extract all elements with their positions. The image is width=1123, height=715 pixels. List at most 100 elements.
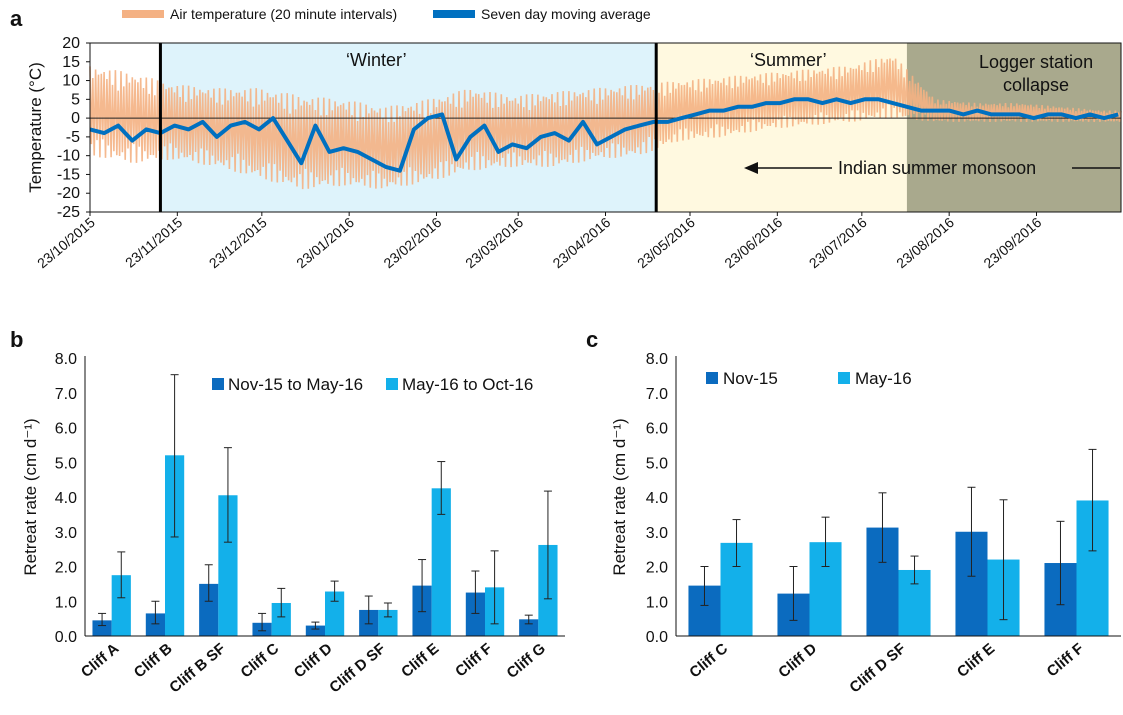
phase-region-3 xyxy=(906,43,1121,212)
error-bars xyxy=(700,448,1097,621)
bar xyxy=(271,602,291,636)
y-axis: 20 15 105 0 -5 -10-15 -20 -25 xyxy=(57,35,90,221)
legend-label-may16-oct16: May-16 to Oct-16 xyxy=(402,375,533,394)
category-label: Cliff D SF xyxy=(846,640,909,696)
x-tick-label: 23/01/2016 xyxy=(293,214,357,271)
bar xyxy=(305,625,325,636)
y-tick-label: 7.0 xyxy=(646,386,668,403)
y-axis-title: Temperature (°C) xyxy=(26,62,45,193)
category-label: Cliff E xyxy=(954,640,998,681)
bar xyxy=(325,591,345,636)
x-tick-label: 23/04/2016 xyxy=(549,214,613,271)
bars xyxy=(688,500,1109,636)
y-tick-label: 2.0 xyxy=(646,560,668,577)
x-tick-label: 23/07/2016 xyxy=(806,214,870,271)
y-tick-label: 15 xyxy=(62,54,80,71)
x-axis: Cliff C Cliff D Cliff D SF Cliff E Cliff F xyxy=(686,640,1087,697)
panel-label-b: b xyxy=(10,327,23,352)
monsoon-annotation: Indian summer monsoon xyxy=(744,158,1120,178)
x-tick-label: 23/09/2016 xyxy=(980,214,1044,271)
y-tick-label: 20 xyxy=(62,35,80,52)
y-tick-label: 6.0 xyxy=(55,421,77,438)
air-temperature-series xyxy=(89,58,1122,190)
y-tick-label: 5.0 xyxy=(55,455,77,472)
y-tick-label: 5 xyxy=(71,91,80,108)
panel-label-c: c xyxy=(586,327,598,352)
x-axis: 23/10/2015 23/11/2015 23/12/2015 23/01/2016… xyxy=(34,212,1045,271)
category-label: Cliff G xyxy=(504,640,549,682)
y-tick-label: -20 xyxy=(57,185,80,202)
legend: Nov-15 to May-16 May-16 to Oct-16 xyxy=(212,375,533,394)
bar xyxy=(145,613,165,636)
category-label: Cliff C xyxy=(686,640,731,682)
moving-average-series xyxy=(89,97,1119,173)
category-label: Cliff F xyxy=(1044,640,1087,680)
x-tick-label: 23/11/2015 xyxy=(122,214,185,271)
legend-swatch-air xyxy=(122,10,164,18)
bar xyxy=(465,592,485,636)
x-tick-label: 23/10/2015 xyxy=(34,214,98,271)
bar xyxy=(111,575,131,636)
x-tick-label: 23/02/2016 xyxy=(380,214,444,271)
legend-label-average: Seven day moving average xyxy=(481,6,651,22)
category-label: Cliff F xyxy=(452,640,495,680)
temperature-chart: 20 15 105 0 -5 -10-15 -20 -25 23/10/2015 23/11/2… xyxy=(26,6,1122,271)
region-label-collapse-line2: collapse xyxy=(1003,75,1069,95)
category-label: Cliff A xyxy=(78,640,122,681)
legend-label-may16: May-16 xyxy=(855,369,912,388)
legend-swatch-may16-oct16 xyxy=(386,378,398,390)
legend-swatch-may16 xyxy=(838,372,850,384)
legend-label-nov15: Nov-15 xyxy=(723,369,778,388)
y-tick-label: 0.0 xyxy=(646,629,668,646)
y-axis: 8.0 7.0 6.0 5.0 4.0 3.0 2.0 1.0 0.0 xyxy=(55,351,77,646)
moving-average-line xyxy=(89,97,1119,173)
bar xyxy=(519,619,539,636)
category-label: Cliff D SF xyxy=(326,640,389,696)
y-tick-label: 3.0 xyxy=(55,525,77,542)
y-tick-label: 10 xyxy=(62,73,80,90)
y-tick-label: 8.0 xyxy=(55,351,77,368)
y-tick-label: -5 xyxy=(66,129,80,146)
y-tick-label: 3.0 xyxy=(646,525,668,542)
monsoon-label: Indian summer monsoon xyxy=(838,158,1036,178)
legend-swatch-average xyxy=(433,10,475,18)
x-tick-label: 23/03/2016 xyxy=(462,214,526,271)
y-tick-label: 8.0 xyxy=(646,351,668,368)
region-label-summer: ‘Summer’ xyxy=(750,50,827,70)
y-tick-label: -10 xyxy=(57,148,80,165)
bar xyxy=(199,583,219,636)
y-axis-title: Retreat rate (cm d⁻¹) xyxy=(610,418,629,575)
y-tick-label: 1.0 xyxy=(646,594,668,611)
y-tick-label: 7.0 xyxy=(55,386,77,403)
bars xyxy=(92,455,558,636)
y-tick-label: -25 xyxy=(57,204,80,221)
x-tick-label: 23/06/2016 xyxy=(721,214,785,271)
bar xyxy=(92,620,112,636)
retreat-rate-chart-c: 8.07.06.05.04.03.02.01.00.0 Cliff C Cliff… xyxy=(610,351,1121,696)
y-axis-title: Retreat rate (cm d⁻¹) xyxy=(21,418,40,575)
y-tick-label: 4.0 xyxy=(646,490,668,507)
air-temperature-line xyxy=(89,58,1122,190)
legend: Nov-15 May-16 xyxy=(706,369,912,388)
legend: Air temperature (20 minute intervals) Se… xyxy=(122,6,651,22)
category-label: Cliff B SF xyxy=(166,640,229,696)
bar xyxy=(218,495,238,636)
y-axis: 8.0 7.0 6.0 5.0 4.0 3.0 2.0 1.0 0.0 xyxy=(646,351,668,646)
x-tick-label: 23/12/2015 xyxy=(206,214,270,271)
y-tick-label: 5.0 xyxy=(646,455,668,472)
category-label: Cliff C xyxy=(237,640,282,682)
phase-lines xyxy=(158,43,658,212)
y-tick-label: 2.0 xyxy=(55,560,77,577)
bar xyxy=(378,609,398,636)
bar xyxy=(431,488,451,636)
bar xyxy=(165,455,185,636)
legend-swatch-nov15 xyxy=(706,372,718,384)
region-label-winter: ‘Winter’ xyxy=(346,50,407,70)
retreat-rate-chart-b: 8.07.06.05.04.03.02.01.00.0 Cliff A Cliff… xyxy=(21,351,565,696)
error-bars xyxy=(98,374,552,632)
category-label: Cliff D xyxy=(291,640,336,682)
x-tick-label: 23/08/2016 xyxy=(893,214,957,271)
arrow-left-icon xyxy=(744,162,758,174)
